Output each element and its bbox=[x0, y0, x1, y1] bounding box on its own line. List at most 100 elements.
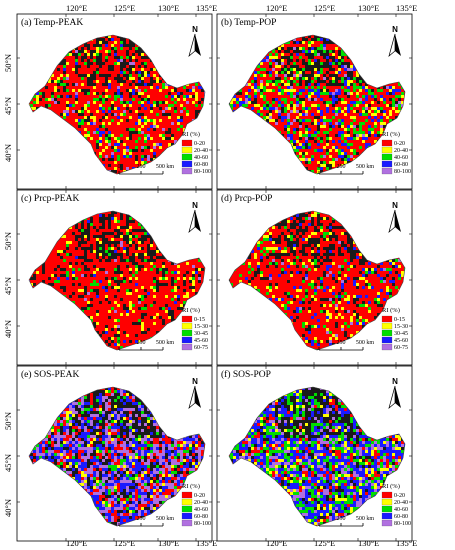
raster-cell bbox=[284, 125, 287, 128]
raster-cell bbox=[320, 89, 323, 92]
raster-cell bbox=[308, 53, 311, 56]
raster-cell bbox=[120, 59, 123, 62]
raster-cell bbox=[287, 86, 290, 89]
raster-cell bbox=[168, 122, 171, 125]
raster-cell bbox=[353, 104, 356, 107]
raster-cell bbox=[117, 77, 120, 80]
raster-cell bbox=[111, 110, 114, 113]
raster-cell bbox=[347, 83, 350, 86]
raster-cell bbox=[338, 86, 341, 89]
raster-cell bbox=[153, 95, 156, 98]
raster-cell bbox=[150, 116, 153, 119]
raster-cell bbox=[90, 125, 93, 128]
lon-label: 130°E bbox=[158, 3, 179, 13]
raster-cell bbox=[141, 104, 144, 107]
raster-cell bbox=[84, 98, 87, 101]
raster-cell bbox=[102, 92, 105, 95]
raster-cell bbox=[78, 107, 81, 110]
raster-cell bbox=[108, 116, 111, 119]
raster-cell bbox=[75, 53, 78, 56]
raster-cell bbox=[257, 101, 260, 104]
raster-cell bbox=[242, 95, 245, 98]
raster-cell bbox=[129, 68, 132, 71]
raster-cell bbox=[371, 113, 374, 116]
raster-cell bbox=[93, 143, 96, 146]
raster-cell bbox=[233, 101, 236, 104]
raster-cell bbox=[63, 62, 66, 65]
raster-cell bbox=[168, 119, 171, 122]
raster-cell bbox=[189, 89, 192, 92]
raster-cell bbox=[111, 80, 114, 83]
raster-cell bbox=[153, 74, 156, 77]
raster-cell bbox=[347, 86, 350, 89]
raster-cell bbox=[281, 86, 284, 89]
raster-cell bbox=[287, 110, 290, 113]
raster-cell bbox=[320, 47, 323, 50]
raster-cell bbox=[293, 71, 296, 74]
raster-cell bbox=[78, 68, 81, 71]
raster-cell bbox=[93, 101, 96, 104]
raster-cell bbox=[108, 155, 111, 158]
raster-cell bbox=[48, 83, 51, 86]
raster-cell bbox=[75, 56, 78, 59]
raster-cell bbox=[266, 104, 269, 107]
raster-cell bbox=[129, 161, 132, 164]
raster-cell bbox=[377, 122, 380, 125]
raster-cell bbox=[168, 101, 171, 104]
raster-cell bbox=[159, 143, 162, 146]
raster-cell bbox=[105, 128, 108, 131]
raster-cell bbox=[290, 68, 293, 71]
raster-cell bbox=[144, 113, 147, 116]
raster-cell bbox=[102, 89, 105, 92]
raster-cell bbox=[344, 116, 347, 119]
raster-cell bbox=[299, 113, 302, 116]
raster-cell bbox=[233, 107, 236, 110]
raster-cell bbox=[66, 59, 69, 62]
raster-cell bbox=[102, 95, 105, 98]
raster-cell bbox=[141, 98, 144, 101]
raster-cell bbox=[296, 74, 299, 77]
raster-cell bbox=[87, 104, 90, 107]
raster-cell bbox=[242, 89, 245, 92]
raster-cell bbox=[111, 98, 114, 101]
raster-cell bbox=[302, 92, 305, 95]
raster-cell bbox=[350, 122, 353, 125]
raster-cell bbox=[183, 116, 186, 119]
raster-cell bbox=[72, 65, 75, 68]
raster-cell bbox=[329, 53, 332, 56]
raster-cell bbox=[389, 116, 392, 119]
raster-cell bbox=[338, 125, 341, 128]
raster-cell bbox=[174, 134, 177, 137]
raster-cell bbox=[290, 98, 293, 101]
raster-cell bbox=[111, 53, 114, 56]
raster-cell bbox=[257, 68, 260, 71]
raster-cell bbox=[117, 101, 120, 104]
scale-label: 0 bbox=[118, 164, 121, 170]
raster-cell bbox=[177, 92, 180, 95]
raster-cell bbox=[156, 95, 159, 98]
raster-cell bbox=[135, 152, 138, 155]
raster-cell bbox=[389, 119, 392, 122]
raster-cell bbox=[126, 134, 129, 137]
raster-cell bbox=[99, 98, 102, 101]
raster-cell bbox=[290, 47, 293, 50]
raster-cell bbox=[347, 65, 350, 68]
raster-cell bbox=[96, 41, 99, 44]
raster-cell bbox=[314, 92, 317, 95]
raster-cell bbox=[269, 56, 272, 59]
raster-cell bbox=[263, 74, 266, 77]
raster-cell bbox=[90, 119, 93, 122]
raster-cell bbox=[359, 101, 362, 104]
raster-cell bbox=[332, 59, 335, 62]
raster-cell bbox=[81, 110, 84, 113]
raster-cell bbox=[302, 68, 305, 71]
raster-cell bbox=[171, 89, 174, 92]
raster-cell bbox=[395, 116, 398, 119]
raster-cell bbox=[138, 128, 141, 131]
raster-cell bbox=[398, 104, 401, 107]
raster-cell bbox=[105, 41, 108, 44]
raster-cell bbox=[284, 107, 287, 110]
raster-cell bbox=[93, 59, 96, 62]
raster-cell bbox=[395, 95, 398, 98]
raster-cell bbox=[201, 104, 204, 107]
